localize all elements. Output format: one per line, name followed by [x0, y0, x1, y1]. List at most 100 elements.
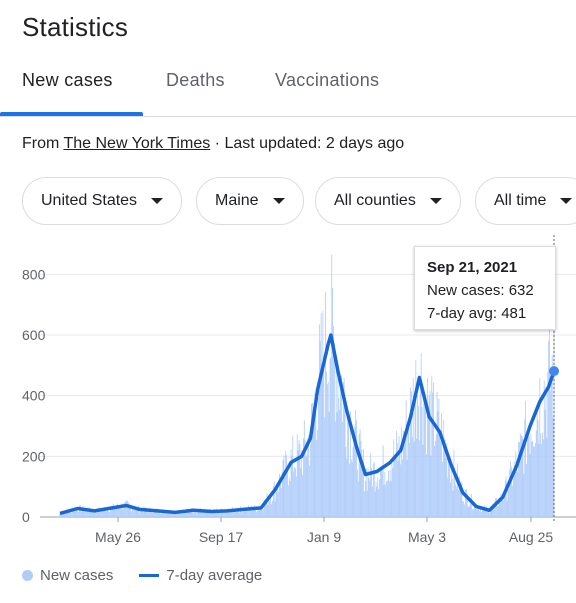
bar [449, 482, 451, 517]
state-filter[interactable]: Maine [196, 177, 304, 225]
bar [449, 465, 450, 517]
bar [498, 497, 500, 517]
bar [520, 435, 522, 517]
bar [303, 420, 305, 517]
bar [468, 506, 470, 517]
bar [475, 504, 477, 517]
bar [208, 511, 210, 517]
bar [438, 398, 440, 517]
bar [448, 459, 450, 517]
bar [155, 509, 156, 517]
chart-tooltip: Sep 21, 2021 New cases: 632 7-day avg: 4… [414, 246, 556, 330]
tab-new-cases[interactable]: New cases [22, 70, 113, 90]
bar [535, 430, 537, 517]
bar [254, 505, 256, 517]
bar [269, 501, 271, 517]
bar [431, 375, 433, 517]
bar [315, 411, 317, 517]
bar [260, 507, 262, 517]
tooltip-new-cases: New cases: 632 [427, 279, 543, 302]
bar [192, 512, 194, 517]
bar [122, 509, 124, 517]
bar [295, 468, 296, 517]
bar [395, 430, 397, 517]
source-line: From The New York Times · Last updated: … [22, 135, 404, 153]
bar [79, 505, 80, 517]
bar [480, 511, 482, 517]
bar [156, 508, 157, 517]
bar [461, 481, 463, 517]
tab-bar: New cases Deaths Vaccinations [0, 62, 576, 117]
bar [481, 507, 483, 517]
bar [454, 467, 456, 517]
bar [511, 466, 512, 517]
bar [391, 463, 393, 517]
bar [288, 478, 290, 517]
bar [460, 490, 462, 517]
bar [129, 504, 131, 517]
bar [385, 484, 387, 517]
bar [187, 509, 188, 517]
tab-deaths[interactable]: Deaths [166, 70, 225, 90]
bar [413, 441, 415, 517]
bar [436, 391, 438, 517]
bar [98, 511, 100, 517]
bar [124, 502, 125, 517]
bar [234, 508, 236, 517]
bar [258, 509, 260, 517]
bar [383, 485, 385, 517]
last-updated: Last updated: 2 days ago [224, 135, 405, 152]
bar [503, 496, 505, 517]
bar [287, 471, 288, 517]
bar [294, 466, 295, 517]
bar [279, 473, 280, 517]
y-tick-label: 800 [22, 266, 46, 282]
bar [95, 511, 97, 517]
time-filter[interactable]: All time [475, 177, 576, 225]
bar [510, 461, 511, 517]
bar [212, 510, 214, 517]
bar [309, 465, 311, 517]
bar [306, 454, 308, 517]
bar [366, 490, 368, 517]
bar [459, 481, 461, 517]
bar [285, 451, 287, 517]
bar [113, 508, 115, 517]
bar [424, 402, 426, 517]
bar [515, 451, 517, 517]
cases-chart[interactable]: 0 200 400 600 800 May 26 Sep 17 Jan 9 May 3 Aug 2… [0, 235, 576, 553]
bar [353, 440, 355, 517]
county-filter[interactable]: All counties [315, 177, 461, 225]
bar [472, 508, 473, 517]
bar [210, 511, 212, 517]
bar [112, 503, 114, 517]
bar [265, 499, 267, 517]
source-separator: · [214, 135, 220, 152]
bar [362, 461, 364, 517]
bar [156, 512, 158, 517]
bar [185, 511, 187, 517]
source-link[interactable]: The New York Times [63, 135, 211, 152]
bar [308, 435, 310, 517]
bar [280, 487, 282, 517]
bar [267, 505, 269, 517]
bar [482, 506, 484, 517]
bar [357, 481, 359, 517]
bar [406, 459, 408, 517]
bar [371, 467, 372, 517]
bar [319, 341, 321, 517]
bar [378, 488, 380, 517]
bar [372, 463, 374, 517]
country-filter[interactable]: United States [22, 177, 183, 225]
bar [418, 440, 420, 517]
bar [538, 443, 540, 517]
bar [114, 507, 116, 517]
bar [474, 504, 476, 517]
bar [465, 489, 466, 517]
tab-vaccinations[interactable]: Vaccinations [275, 70, 380, 90]
bar [541, 444, 542, 517]
bar [499, 502, 501, 517]
bar [310, 444, 311, 517]
bar [87, 512, 89, 517]
bar [412, 378, 414, 517]
